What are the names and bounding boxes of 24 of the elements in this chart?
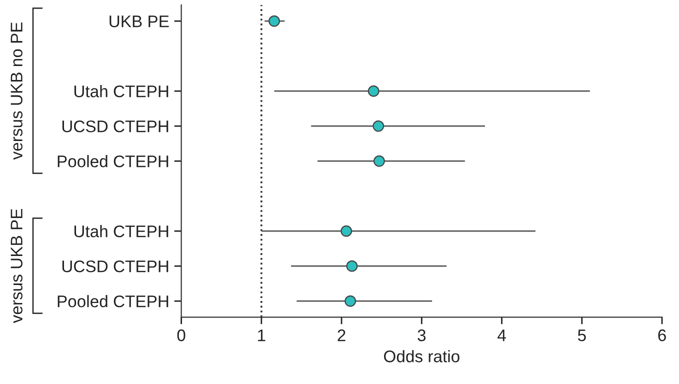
- y-tick-label: Pooled CTEPH: [58, 155, 168, 168]
- point: [344, 295, 356, 307]
- point: [372, 120, 384, 132]
- text: versus UKB no PE: [10, 22, 22, 160]
- x-tick-label: 5: [578, 330, 586, 342]
- text: versus UKB PE: [10, 209, 22, 324]
- x-tick-label: 2: [338, 329, 346, 342]
- x-tick-label: 6: [658, 329, 666, 342]
- point: [368, 85, 380, 97]
- x-tick-label: 0: [177, 329, 186, 342]
- x-tick-label: 3: [418, 329, 426, 342]
- point: [340, 225, 352, 237]
- point: [346, 260, 358, 272]
- y-tick-label: Pooled CTEPH: [58, 295, 168, 308]
- y-tick-label: UKB PE: [110, 16, 169, 28]
- y-tick-label: UCSD CTEPH: [62, 120, 168, 132]
- y-tick-label: Utah CTEPH: [74, 225, 168, 238]
- point: [373, 155, 385, 167]
- y-tick-label: UCSD CTEPH: [62, 260, 168, 272]
- point: [268, 15, 280, 27]
- y-tick-label: Utah CTEPH: [74, 85, 168, 98]
- x-tick-label: 4: [498, 330, 506, 342]
- x-tick-label: 1: [258, 330, 266, 342]
- x-axis-title: Odds ratio: [384, 350, 460, 362]
